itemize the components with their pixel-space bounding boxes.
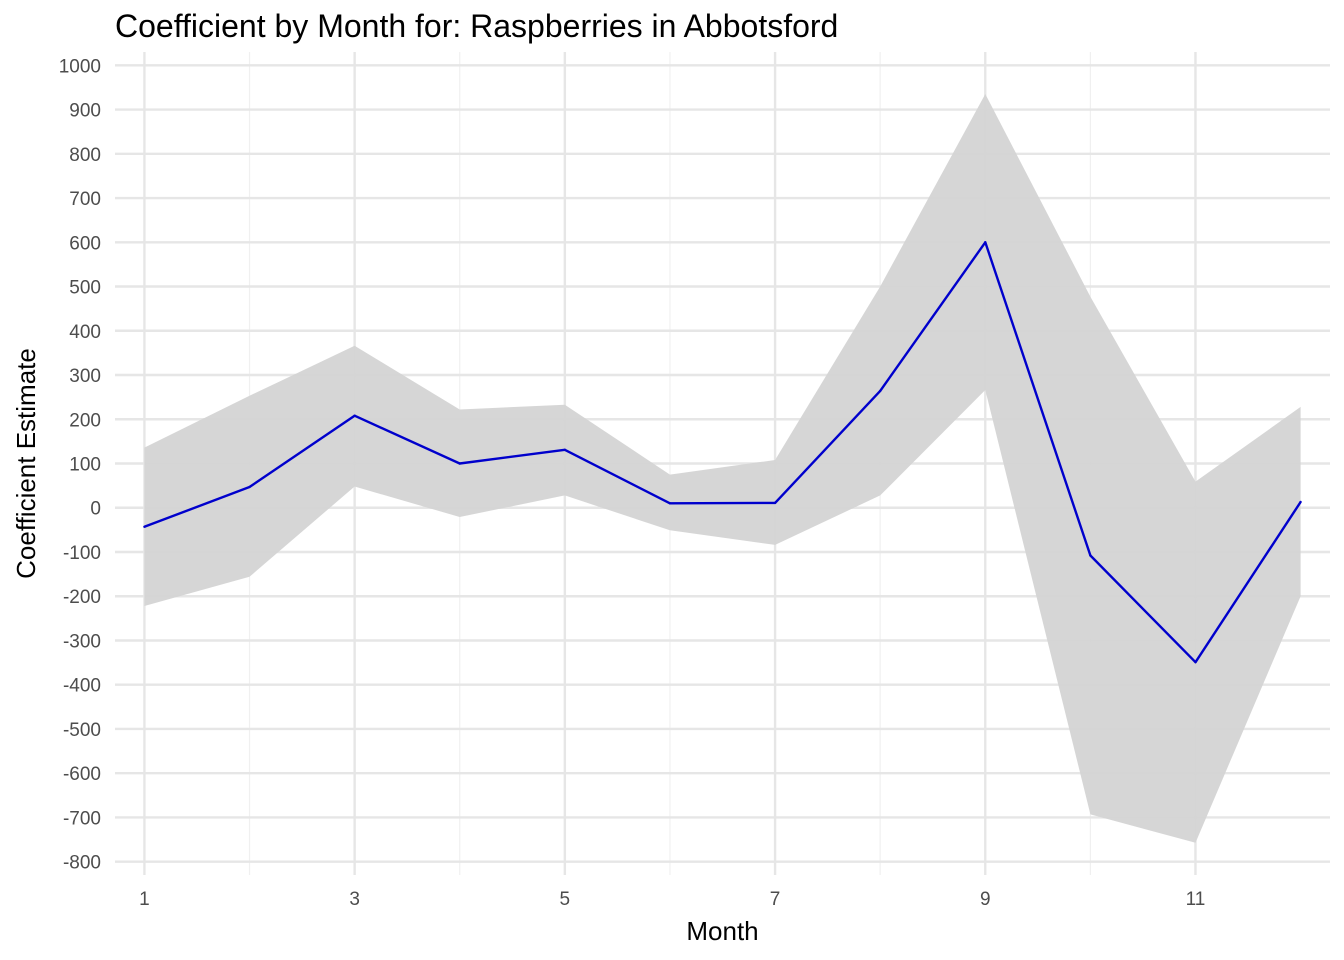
- y-tick-label: 700: [69, 189, 101, 210]
- y-tick-label: -700: [63, 808, 101, 829]
- y-tick-label: -400: [63, 676, 101, 697]
- y-axis-tick-labels: -800 -700 -600 -500 -400 -300 -200 -100 0 100 200 3…: [59, 56, 101, 873]
- y-tick-label: -600: [63, 764, 101, 785]
- series-line-layer: [143, 241, 1302, 664]
- x-axis-tick-labels: 1 3 5 7 9 11: [139, 889, 1205, 910]
- confidence-band-layer: [144, 94, 1301, 843]
- data-point: [984, 241, 987, 244]
- data-point: [353, 414, 356, 417]
- x-tick-label: 9: [980, 889, 991, 910]
- x-tick-label: 7: [770, 889, 781, 910]
- data-point: [773, 501, 777, 505]
- x-axis-title: Month: [686, 916, 758, 946]
- data-point: [248, 485, 251, 489]
- y-tick-label: 500: [69, 278, 101, 299]
- y-tick-label: -300: [63, 631, 101, 652]
- y-tick-label: 400: [69, 322, 101, 343]
- y-tick-label: 300: [69, 366, 101, 387]
- chart-title: Coefficient by Month for: Raspberries in…: [115, 8, 839, 44]
- x-tick-label: 3: [349, 889, 360, 910]
- y-tick-label: 200: [69, 410, 101, 431]
- y-tick-label: 100: [69, 455, 101, 476]
- x-tick-label: 5: [560, 889, 571, 910]
- y-tick-label: 800: [69, 145, 101, 166]
- y-tick-label: 1000: [59, 56, 101, 77]
- y-tick-label: -100: [63, 543, 101, 564]
- y-tick-label: 0: [90, 499, 101, 520]
- y-tick-label: 600: [69, 233, 101, 254]
- data-point: [563, 448, 567, 451]
- y-tick-label: -500: [63, 720, 101, 741]
- data-point: [878, 389, 882, 393]
- data-point: [1089, 554, 1092, 557]
- y-axis-title: Coefficient Estimate: [11, 348, 41, 579]
- data-point: [458, 462, 461, 465]
- x-tick-label: 1: [139, 889, 150, 910]
- data-point: [668, 502, 672, 505]
- y-tick-label: -200: [63, 587, 101, 608]
- data-point: [1194, 660, 1197, 664]
- y-tick-label: 900: [69, 101, 101, 122]
- x-tick-label: 11: [1186, 889, 1206, 910]
- y-tick-label: -800: [63, 853, 101, 874]
- data-point: [143, 525, 146, 528]
- series-line: [143, 241, 1302, 664]
- confidence-band: [144, 94, 1301, 843]
- data-point: [1299, 500, 1302, 504]
